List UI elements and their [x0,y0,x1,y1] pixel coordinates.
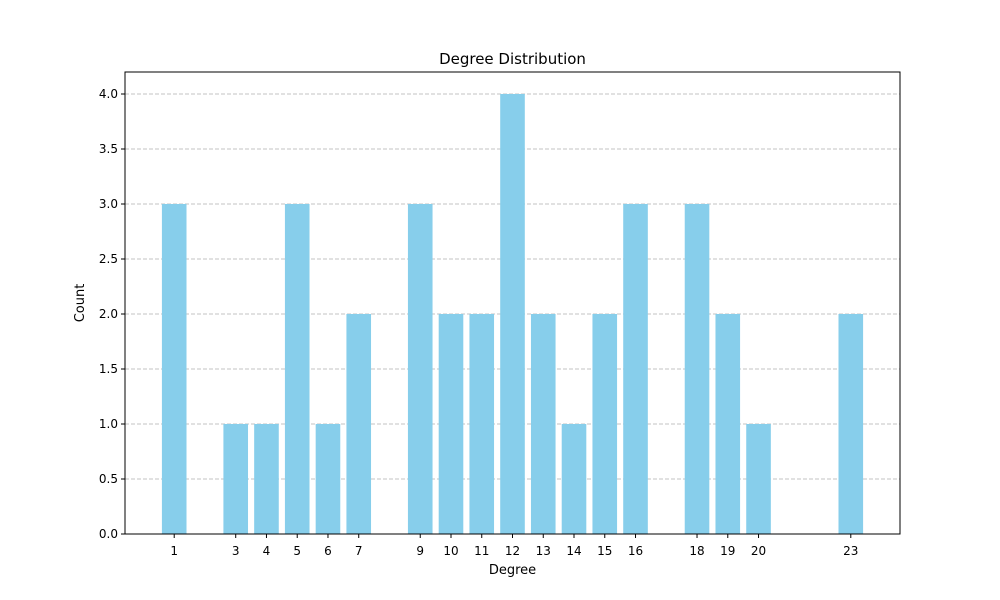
bar-degree-23 [838,314,864,534]
x-tick-label: 3 [232,544,240,558]
x-axis-label: Degree [489,563,536,578]
bar-degree-18 [684,204,710,534]
x-tick-label: 5 [293,544,301,558]
y-tick-label: 3.0 [99,197,118,211]
y-axis-ticks: 0.0 0.5 1.0 1.5 2.0 2.5 3.0 3.5 4.0 [99,87,125,541]
bar-degree-16 [623,204,648,534]
x-tick-label: 23 [843,544,858,558]
y-tick-label: 1.0 [99,417,118,431]
bar-degree-20 [746,424,771,534]
x-tick-label: 16 [628,544,643,558]
bar-degree-19 [715,314,741,534]
bar-degree-4 [254,424,279,534]
x-tick-label: 18 [689,544,704,558]
x-tick-label: 12 [505,544,520,558]
y-tick-label: 3.5 [99,142,118,156]
x-tick-label: 1 [170,544,178,558]
y-tick-label: 0.0 [99,527,118,541]
bars [161,94,864,534]
y-tick-label: 4.0 [99,87,118,101]
bar-degree-11 [469,314,495,534]
x-tick-label: 4 [263,544,271,558]
y-tick-label: 2.0 [99,307,118,321]
x-tick-label: 13 [536,544,551,558]
x-tick-label: 10 [443,544,458,558]
chart-title: Degree Distribution [439,50,586,68]
bar-degree-14 [561,424,587,534]
bar-degree-5 [284,204,310,534]
bar-degree-9 [407,204,433,534]
y-tick-label: 0.5 [99,472,118,486]
x-tick-label: 14 [566,544,581,558]
x-tick-label: 20 [751,544,766,558]
y-tick-label: 1.5 [99,362,118,376]
x-axis-ticks: 1 3 4 5 6 7 9 10 11 12 13 14 15 16 18 19 20 23 [170,534,858,558]
bar-degree-1 [161,204,187,534]
bar-degree-6 [315,424,341,534]
x-tick-label: 9 [416,544,424,558]
y-axis-label: Count [73,284,88,323]
x-tick-label: 6 [324,544,332,558]
y-tick-label: 2.5 [99,252,118,266]
x-tick-label: 11 [474,544,489,558]
bar-degree-13 [530,314,556,534]
bar-degree-7 [346,314,372,534]
bar-degree-12 [500,94,525,534]
x-tick-label: 15 [597,544,612,558]
bar-degree-3 [223,424,249,534]
bar-degree-15 [592,314,618,534]
x-tick-label: 19 [720,544,735,558]
x-tick-label: 7 [355,544,363,558]
bar-degree-10 [438,314,464,534]
